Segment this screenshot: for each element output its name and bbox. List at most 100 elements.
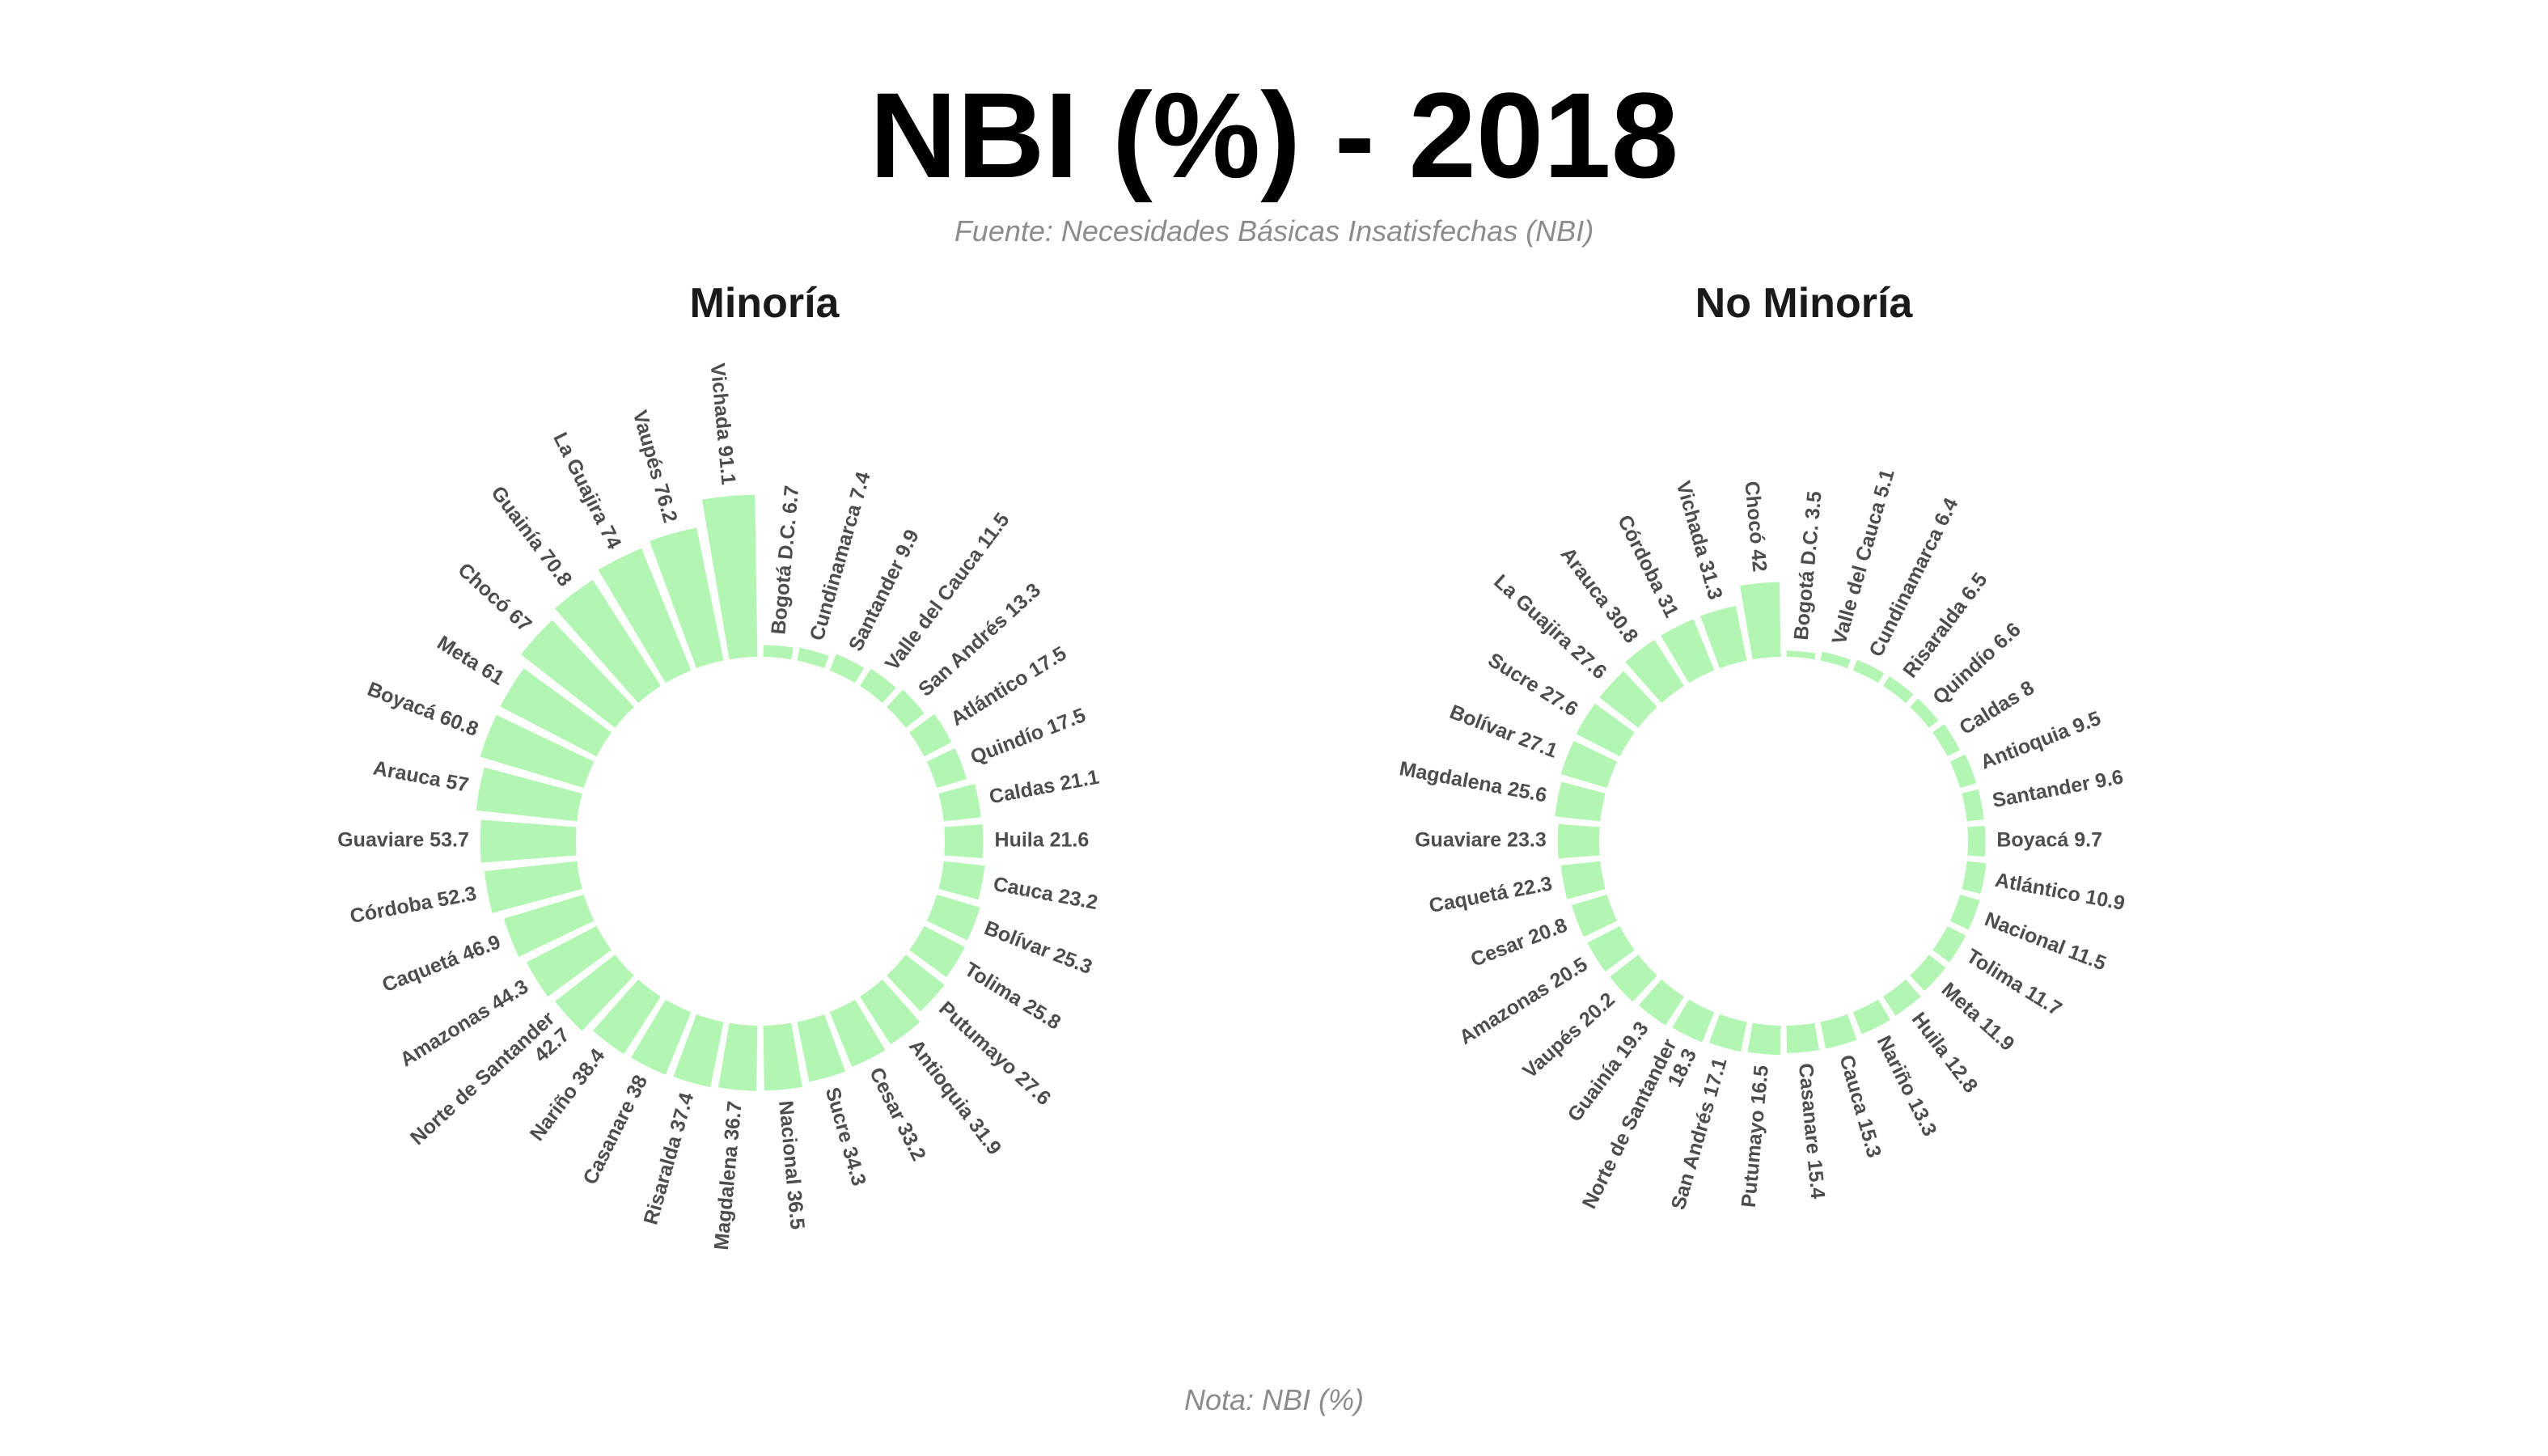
- bar-guaviare: [1557, 823, 1600, 859]
- bar-label-choco: Chocó 42: [1740, 480, 1771, 574]
- bar-vaupes: [1610, 954, 1657, 1002]
- bar-meta: [1910, 954, 1946, 992]
- bar-label-bolivar: Bolívar 27.1: [1446, 700, 1560, 763]
- bar-boyaca: [480, 714, 595, 789]
- bar-la-guajira: [1599, 671, 1657, 728]
- bar-narino: [1852, 999, 1890, 1035]
- bar-label-bolivar: Bolívar 25.3: [981, 916, 1095, 979]
- bar-antioquia: [1949, 754, 1977, 789]
- bar-atlantico: [1962, 861, 1987, 895]
- chart-title: NBI (%) - 2018: [869, 67, 1679, 203]
- bar-label-choco: Chocó 67: [454, 558, 536, 637]
- bar-cesar: [1571, 894, 1618, 938]
- bar-caldas: [938, 784, 981, 822]
- bar-norte-de-santander: [1672, 999, 1715, 1043]
- bar-cordoba: [1661, 619, 1715, 684]
- bar-caldas: [1932, 724, 1961, 757]
- bar-label-caqueta: Caquetá 46.9: [379, 930, 504, 997]
- bar-label-meta: Meta 61: [434, 632, 509, 690]
- bar-quindio: [926, 747, 967, 789]
- bar-label-sucre: Sucre 27.6: [1484, 649, 1582, 722]
- bar-sucre: [1576, 703, 1635, 757]
- bar-valle-del-cauca: [1820, 651, 1851, 669]
- chart-caption: Nota: NBI (%): [1183, 1383, 1365, 1416]
- bar-bogota-d-c: [1786, 650, 1816, 660]
- panel-no-minoria: Bogotá D.C. 3.5 Valle del Cauca 5.1Cundin…: [1398, 467, 2127, 1213]
- bar-label-caldas: Caldas 21.1: [988, 766, 1101, 809]
- bar-la-guajira: [598, 548, 692, 684]
- bar-tolima: [1932, 925, 1966, 963]
- panel-title-no-minoria: No Minoría: [1695, 280, 1913, 327]
- bar-magdalena: [718, 1022, 758, 1091]
- bar-nacional: [1949, 894, 1980, 930]
- bar-label-atlantico: Atlántico 10.9: [1993, 869, 2127, 915]
- bar-label-cauca: Cauca 23.2: [992, 873, 1100, 915]
- bar-san-andres: [887, 689, 925, 728]
- chart-subtitle: Fuente: Necesidades Básicas Insatisfecha…: [954, 214, 1594, 248]
- bar-label-cordoba: Córdoba 31: [1613, 511, 1682, 621]
- bar-putumayo: [1747, 1022, 1781, 1056]
- bar-putumayo: [887, 954, 945, 1012]
- bar-label-caqueta: Caquetá 22.3: [1427, 872, 1554, 917]
- bar-santander: [829, 654, 865, 684]
- bar-guainia: [1638, 979, 1684, 1026]
- bar-sucre: [797, 1014, 846, 1082]
- bar-label-boyaca: Boyacá 9.7: [1996, 829, 2102, 852]
- bar-label-la-guajira: La Guajira 74: [548, 429, 625, 552]
- bar-bogota-d-c: [763, 645, 794, 660]
- bar-vichada: [1700, 606, 1747, 669]
- bar-narino: [593, 979, 661, 1055]
- bar-tolima: [909, 925, 965, 978]
- bar-valle-del-cauca: [860, 668, 896, 704]
- bar-label-putumayo: Putumayo 16.5: [1737, 1064, 1773, 1208]
- bar-label-magdalena: Magdalena 25.6: [1398, 757, 1549, 806]
- bar-santander: [1962, 789, 1984, 822]
- bar-label-vichada: Vichada 91.1: [706, 362, 740, 486]
- bar-meta: [500, 668, 612, 757]
- bar-label-magdalena: Magdalena 36.7: [710, 1100, 747, 1251]
- bar-label-guaviare: Guaviare 53.7: [337, 829, 469, 852]
- bar-label-vaupes: Vaupés 76.2: [629, 408, 682, 525]
- bar-antioquia: [860, 979, 921, 1045]
- bar-label-risaralda: Risaralda 37.4: [639, 1090, 698, 1227]
- bar-cundinamarca: [797, 647, 829, 669]
- bar-label-cauca: Cauca 15.3: [1835, 1052, 1886, 1160]
- bar-label-casanare: Casanare 15.4: [1794, 1062, 1829, 1200]
- bar-amazonas: [526, 925, 612, 997]
- bar-vaupes: [649, 527, 724, 669]
- bar-caqueta: [1560, 861, 1606, 899]
- bar-label-santander: Santander 9.6: [1991, 765, 2125, 812]
- bar-arauca: [476, 767, 582, 822]
- bar-huila: [1883, 979, 1921, 1016]
- bar-atlantico: [909, 713, 952, 757]
- bar-label-bogota-d-c: Bogotá D.C. 6.7: [767, 485, 803, 636]
- bar-magdalena: [1555, 781, 1606, 822]
- bar-risaralda: [1883, 676, 1914, 704]
- bar-label-cesar: Cesar 33.2: [865, 1064, 930, 1164]
- bar-choco: [521, 620, 634, 728]
- bar-label-casanare: Casanare 38: [578, 1072, 652, 1188]
- panel-minoria: Bogotá D.C. 6.7 Cundinamarca 7.4Santander…: [337, 362, 1101, 1251]
- bar-boyaca: [1967, 825, 1986, 857]
- bar-cesar: [829, 999, 886, 1067]
- bar-risaralda: [673, 1014, 724, 1088]
- bar-guainia: [554, 579, 661, 704]
- bar-bolivar: [926, 894, 980, 941]
- bar-cundinamarca: [1852, 659, 1885, 684]
- bar-label-cordoba: Córdoba 52.3: [349, 882, 479, 928]
- bar-quindio: [1910, 698, 1939, 728]
- bar-guaviare: [480, 819, 577, 863]
- bar-cauca: [1820, 1014, 1857, 1049]
- bar-caqueta: [503, 894, 595, 957]
- panel-title-minoria: Minoría: [689, 280, 840, 327]
- bar-label-cesar: Cesar 20.8: [1467, 914, 1570, 971]
- bar-amazonas: [1587, 925, 1635, 972]
- bar-label-guainia: Guainía 70.8: [486, 482, 576, 590]
- bar-casanare: [1786, 1022, 1820, 1053]
- bar-huila: [944, 823, 984, 859]
- bar-vichada: [701, 494, 758, 660]
- bar-san-andres: [1708, 1014, 1747, 1052]
- bar-label-boyaca: Boyacá 60.8: [364, 678, 481, 741]
- bar-choco: [1740, 582, 1781, 660]
